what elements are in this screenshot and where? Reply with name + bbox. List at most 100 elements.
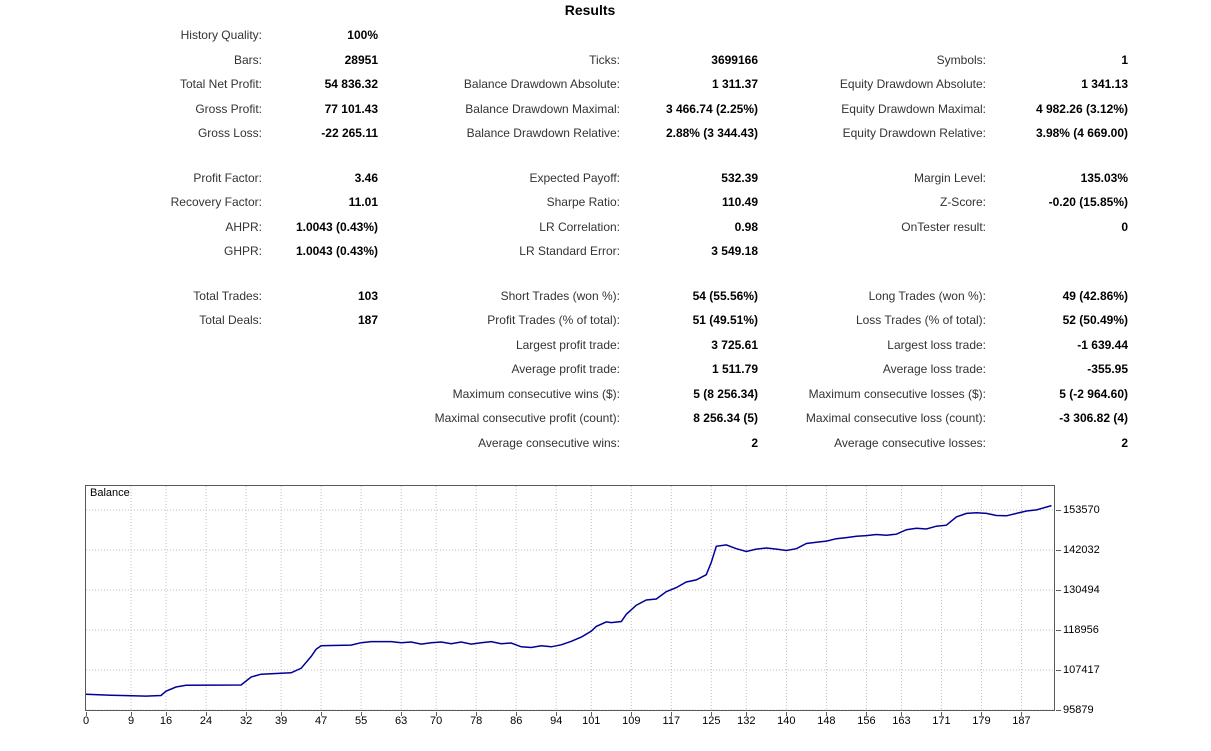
stat-value: 54 (55.56%) <box>692 288 758 303</box>
x-axis-tick <box>941 712 943 716</box>
stat-value: -355.95 <box>1087 362 1128 376</box>
stat-value: 3 549.18 <box>711 244 758 258</box>
x-axis-tick-label: 39 <box>274 715 288 727</box>
stat-value: 103 <box>357 288 378 303</box>
x-axis-tick-label: 171 <box>932 715 951 727</box>
x-axis-tick <box>786 712 788 716</box>
x-axis-tick-label: 32 <box>239 715 253 727</box>
stat-value: 77 101.43 <box>324 101 378 116</box>
x-axis-tick-label: 70 <box>430 715 443 727</box>
stat-value <box>262 406 378 431</box>
stat-value: -3 306.82 (4) <box>1059 411 1128 425</box>
stat-label <box>0 382 262 407</box>
stat-value: 3 466.74 (2.25%) <box>665 101 758 116</box>
x-axis-tick <box>516 712 518 716</box>
stat-label: Maximal consecutive profit (count): <box>434 411 620 425</box>
stat-label: Gross Loss: <box>197 126 262 140</box>
balance-plot <box>86 486 1054 710</box>
row-spacer <box>0 146 1128 166</box>
x-axis-tick <box>901 712 903 716</box>
stat-label: Expected Payoff: <box>529 170 620 185</box>
stat-value: -1 639.44 <box>1077 337 1128 352</box>
x-axis-tick-label: 163 <box>892 715 911 727</box>
stat-value <box>262 333 378 358</box>
stat-value: 51 (49.51%) <box>692 313 758 327</box>
y-axis-tick <box>1056 630 1061 631</box>
stat-value: 2 <box>1121 435 1128 450</box>
stat-label: Total Net Profit: <box>179 77 262 91</box>
stat-label: LR Standard Error: <box>519 244 620 258</box>
stat-label: Maximum consecutive losses ($): <box>808 386 986 401</box>
x-axis-tick <box>671 712 673 716</box>
x-axis-tick-label: 156 <box>857 715 876 727</box>
x-axis-tick-label: 109 <box>622 715 641 727</box>
stat-label: Equity Drawdown Maximal: <box>841 101 986 116</box>
stat-value: 2.88% (3 344.43) <box>665 126 758 140</box>
x-axis-tick-label: 47 <box>314 715 328 727</box>
stat-label <box>0 333 262 358</box>
y-axis-tick-label: 107417 <box>1063 664 1100 676</box>
stat-label: Total Trades: <box>193 288 262 303</box>
stat-value: 11.01 <box>348 195 378 209</box>
page-title: Results <box>564 2 616 18</box>
stat-label: Average loss trade: <box>882 362 986 376</box>
stat-value: 52 (50.49%) <box>1062 313 1128 327</box>
x-axis-tick <box>281 712 283 716</box>
x-axis-tick <box>166 712 168 716</box>
stats-table: History Quality: 100% Bars: 28951 Ticks: 3699… <box>0 23 1128 455</box>
stat-label: Average profit trade: <box>511 362 620 376</box>
y-axis-tick-label: 95879 <box>1063 704 1094 716</box>
y-axis-tick-label: 130494 <box>1063 584 1100 596</box>
stat-label <box>0 431 262 456</box>
x-axis-tick <box>556 712 558 716</box>
stat-value: 1 511.79 <box>711 362 758 376</box>
x-axis-tick <box>631 712 633 716</box>
stat-label: Largest profit trade: <box>515 337 620 352</box>
x-axis-tick-label: 16 <box>159 715 173 727</box>
stat-value: -22 265.11 <box>321 126 378 140</box>
stat-label <box>378 23 620 48</box>
stat-value <box>986 239 1128 264</box>
stat-value <box>262 382 378 407</box>
x-axis-tick-label: 94 <box>550 715 563 727</box>
stat-label: Z-Score: <box>939 195 986 209</box>
x-axis-tick <box>131 712 133 716</box>
x-axis-tick-label: 125 <box>702 715 721 727</box>
stat-label: Bars: <box>233 52 262 67</box>
y-axis-tick-label: 153570 <box>1063 504 1100 517</box>
stat-value: 1 311.37 <box>711 77 758 91</box>
stat-label: Long Trades (won %): <box>868 288 986 303</box>
stat-value: 135.03% <box>1080 170 1128 185</box>
y-axis-tick <box>1056 670 1061 671</box>
stat-label: Total Deals: <box>199 313 262 327</box>
x-axis-tick <box>746 712 748 716</box>
stat-value <box>262 431 378 456</box>
stat-label: Balance Drawdown Absolute: <box>463 77 620 91</box>
stat-label <box>758 23 986 48</box>
stat-value: 49 (42.86%) <box>1062 288 1128 303</box>
stat-label: AHPR: <box>225 219 262 234</box>
x-axis-tick <box>206 712 208 716</box>
x-axis-tick <box>711 712 713 716</box>
stat-label: Recovery Factor: <box>170 195 262 209</box>
y-axis-tick <box>1056 550 1061 552</box>
stat-value: 100% <box>347 28 378 42</box>
stat-value: 1 341.13 <box>1081 77 1128 91</box>
stat-value: 28951 <box>344 52 378 67</box>
stat-value: 3 725.61 <box>711 337 758 352</box>
stat-label: Equity Drawdown Relative: <box>842 126 986 140</box>
stat-value: 3.46 <box>354 170 378 185</box>
stat-label: Loss Trades (% of total): <box>855 313 986 327</box>
x-axis-tick-label: 9 <box>127 715 135 727</box>
stat-label: Average consecutive wins: <box>478 435 620 450</box>
stat-value: 1.0043 (0.43%) <box>295 244 378 258</box>
stat-value <box>262 357 378 382</box>
x-axis-tick <box>981 712 983 716</box>
x-axis-tick <box>436 712 438 716</box>
x-axis-tick-label: 63 <box>395 715 408 727</box>
x-axis-tick <box>1021 712 1023 716</box>
stat-value: 2 <box>751 435 758 450</box>
stat-value: 3.98% (4 669.00) <box>1035 126 1128 140</box>
y-axis-tick <box>1056 590 1061 591</box>
stat-value: 0 <box>1121 219 1128 234</box>
